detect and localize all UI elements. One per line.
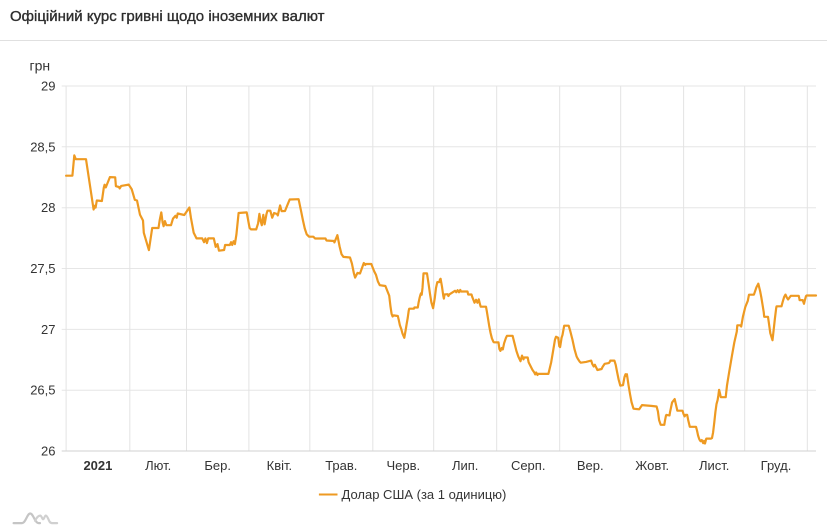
svg-text:Серп.: Серп. [511, 458, 546, 473]
svg-text:грн: грн [30, 58, 51, 74]
svg-text:Груд.: Груд. [761, 458, 792, 473]
svg-text:2021: 2021 [83, 458, 112, 473]
svg-text:Лип.: Лип. [452, 458, 478, 473]
svg-text:27: 27 [41, 322, 55, 337]
svg-text:Жовт.: Жовт. [635, 458, 669, 473]
svg-text:29: 29 [41, 79, 55, 94]
svg-text:28,5: 28,5 [30, 139, 55, 154]
svg-text:Лист.: Лист. [699, 458, 729, 473]
svg-text:Долар США (за 1 одиницю): Долар США (за 1 одиницю) [342, 487, 507, 502]
svg-text:Трав.: Трав. [325, 458, 357, 473]
svg-text:Лют.: Лют. [145, 458, 171, 473]
svg-text:26: 26 [41, 444, 55, 459]
svg-text:27,5: 27,5 [30, 261, 55, 276]
svg-text:28: 28 [41, 200, 55, 215]
svg-text:Бер.: Бер. [204, 458, 231, 473]
svg-text:Вер.: Вер. [577, 458, 604, 473]
svg-text:26,5: 26,5 [30, 383, 55, 398]
svg-text:Черв.: Черв. [386, 458, 420, 473]
svg-text:Квіт.: Квіт. [267, 458, 293, 473]
